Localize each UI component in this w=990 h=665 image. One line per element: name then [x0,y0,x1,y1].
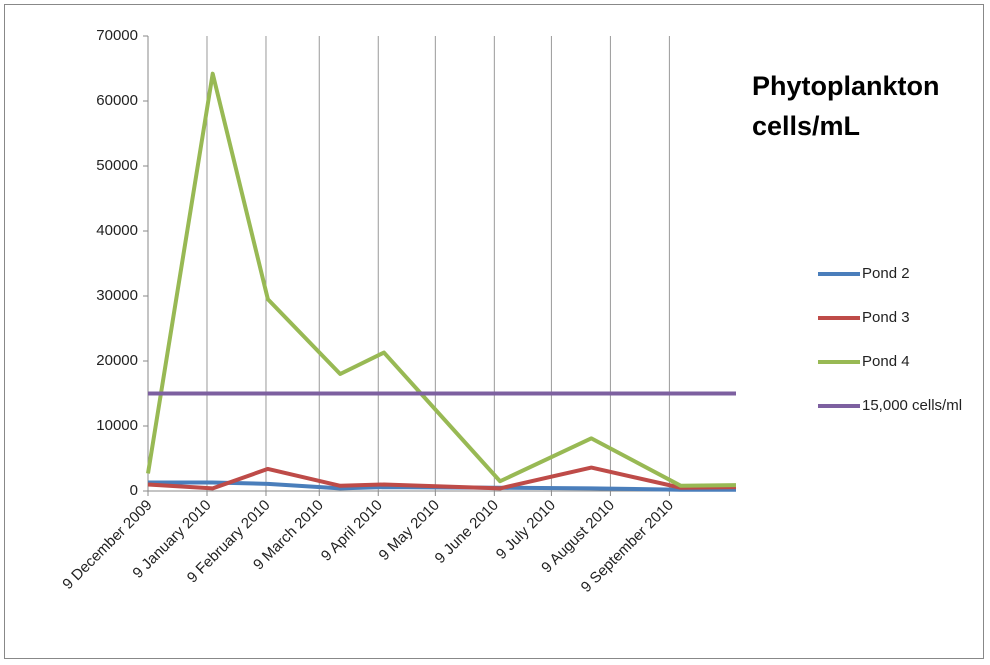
legend-label: Pond 4 [862,353,910,370]
y-tick-label: 10000 [96,417,138,434]
legend-label: Pond 2 [862,265,910,282]
legend-label: 15,000 cells/ml [862,397,962,414]
y-tick-label: 30000 [96,287,138,304]
series-line [147,465,737,491]
y-tick-label: 0 [130,482,138,499]
legend-label: Pond 3 [862,309,910,326]
y-tick-label: 40000 [96,222,138,239]
y-tick-label: 50000 [96,157,138,174]
y-tick-label: 20000 [96,352,138,369]
chart-frame [4,4,984,659]
y-tick-label: 60000 [96,92,138,109]
chart-title: Phytoplankton cells/mL [752,71,940,141]
series-line [146,71,737,488]
x-tick-label: 9 June 2010 [432,497,502,567]
y-tick-label: 70000 [96,27,138,44]
x-tick-label: 9 April 2010 [318,497,386,565]
